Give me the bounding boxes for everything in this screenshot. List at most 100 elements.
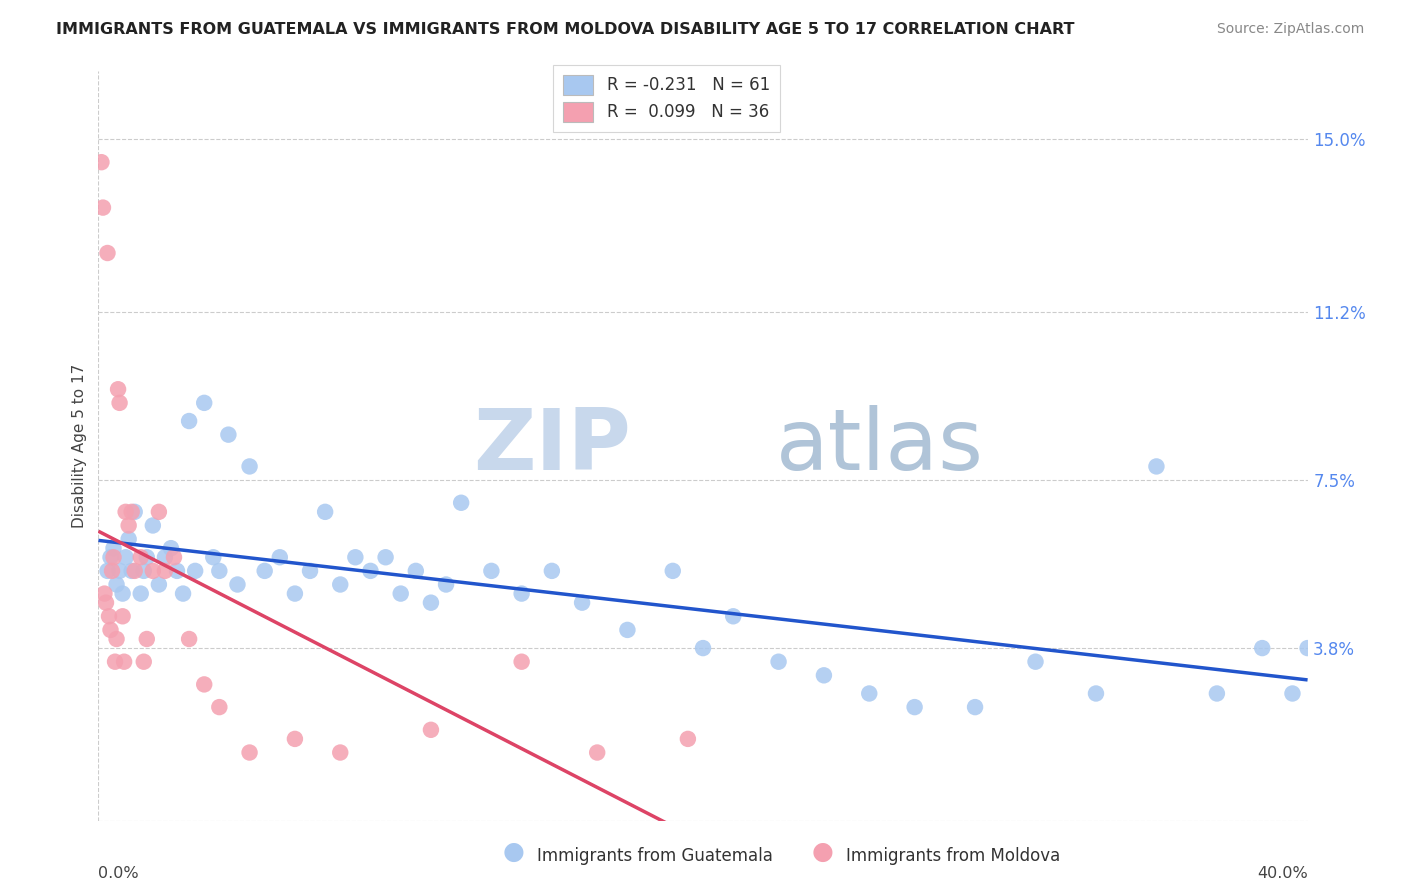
Point [96,564,118,578]
Point [208,700,231,714]
Point [103,550,125,565]
Point [269,550,291,565]
Point [135,632,157,646]
Point [374,550,396,565]
Point [661,564,683,578]
Point [91,201,114,215]
Point [226,577,249,591]
Point [129,550,152,565]
Point [114,550,136,565]
Point [193,396,215,410]
Point [420,596,443,610]
Legend: R = -0.231   N = 61, R =  0.099   N = 36: R = -0.231 N = 61, R = 0.099 N = 36 [554,65,780,132]
Point [100,623,122,637]
Point [329,746,352,760]
Point [481,564,503,578]
Point [96,246,118,260]
Point [103,541,125,556]
Point [153,550,176,565]
Point [114,505,136,519]
Point [1085,686,1108,700]
Point [540,564,562,578]
Text: ●: ● [811,839,834,863]
Point [692,641,714,656]
Point [510,586,533,600]
Point [217,427,239,442]
Point [450,496,472,510]
Point [904,700,927,714]
Point [360,564,382,578]
Point [124,505,146,519]
Text: 40.0%: 40.0% [1257,865,1308,880]
Point [121,564,143,578]
Text: 0.0%: 0.0% [98,865,139,880]
Point [1024,655,1046,669]
Point [112,655,135,669]
Point [172,586,194,600]
Point [98,609,121,624]
Text: IMMIGRANTS FROM GUATEMALA VS IMMIGRANTS FROM MOLDOVA DISABILITY AGE 5 TO 17 CORR: IMMIGRANTS FROM GUATEMALA VS IMMIGRANTS … [56,22,1074,37]
Point [142,518,165,533]
Point [108,396,131,410]
Point [129,586,152,600]
Point [166,564,188,578]
Point [184,564,207,578]
Point [1296,641,1319,656]
Point [571,596,593,610]
Point [813,668,835,682]
Point [723,609,745,624]
Point [239,746,262,760]
Point [616,623,638,637]
Point [329,577,352,591]
Point [676,731,699,746]
Point [111,586,134,600]
Point [208,564,231,578]
Point [100,550,122,565]
Point [1206,686,1229,700]
Point [148,505,170,519]
Point [284,586,307,600]
Point [107,382,129,396]
Point [179,414,201,428]
Point [389,586,412,600]
Text: ●: ● [502,839,524,863]
Point [193,677,215,691]
Point [153,564,176,578]
Point [420,723,443,737]
Point [314,505,336,519]
Point [132,655,155,669]
Text: atlas: atlas [776,404,984,488]
Point [434,577,457,591]
Point [1281,686,1303,700]
Point [142,564,165,578]
Point [104,655,127,669]
Point [124,564,146,578]
Point [163,550,186,565]
Point [239,459,262,474]
Point [135,550,157,565]
Point [299,564,322,578]
Point [1251,641,1274,656]
Point [93,586,115,600]
Point [111,609,134,624]
Point [101,564,124,578]
Text: Immigrants from Moldova: Immigrants from Moldova [846,847,1060,865]
Point [179,632,201,646]
Y-axis label: Disability Age 5 to 17: Disability Age 5 to 17 [72,364,87,528]
Point [121,505,143,519]
Point [132,564,155,578]
Point [202,550,225,565]
Point [510,655,533,669]
Point [94,596,117,610]
Point [858,686,880,700]
Point [965,700,987,714]
Point [105,632,128,646]
Text: Source: ZipAtlas.com: Source: ZipAtlas.com [1216,22,1364,37]
Point [1146,459,1168,474]
Text: ZIP: ZIP [472,404,630,488]
Point [118,532,141,546]
Point [405,564,427,578]
Point [148,577,170,591]
Text: Immigrants from Guatemala: Immigrants from Guatemala [537,847,773,865]
Point [105,577,128,591]
